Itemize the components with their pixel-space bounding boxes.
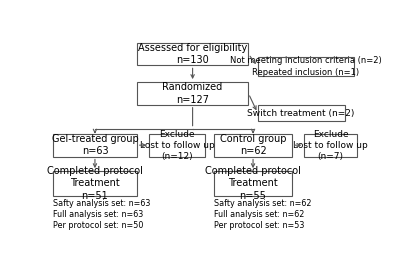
Text: Safty analysis set: n=62: Safty analysis set: n=62 [214, 199, 312, 208]
Text: Control group
n=62: Control group n=62 [220, 134, 286, 156]
Text: Per protocol set: n=50: Per protocol set: n=50 [53, 221, 144, 229]
FancyBboxPatch shape [137, 43, 248, 65]
Text: Exclude
Lost to follow up
(n=12): Exclude Lost to follow up (n=12) [140, 130, 214, 161]
FancyBboxPatch shape [214, 134, 292, 157]
FancyBboxPatch shape [258, 57, 354, 76]
Text: Assessed for eligibility
n=130: Assessed for eligibility n=130 [138, 43, 247, 65]
Text: Per protocol set: n=53: Per protocol set: n=53 [214, 221, 305, 229]
FancyBboxPatch shape [258, 105, 344, 121]
Text: Completed protocol
Treatment
n=51: Completed protocol Treatment n=51 [47, 166, 143, 201]
Text: Randomized
n=127: Randomized n=127 [162, 82, 223, 105]
Text: Not meeting inclusion criteria (n=2)
Repeated inclusion (n=1): Not meeting inclusion criteria (n=2) Rep… [230, 56, 382, 76]
FancyBboxPatch shape [53, 171, 137, 196]
Text: Full analysis set: n=62: Full analysis set: n=62 [214, 210, 305, 219]
Text: Full analysis set: n=63: Full analysis set: n=63 [53, 210, 143, 219]
FancyBboxPatch shape [304, 134, 357, 157]
Text: Completed protocol
Treatment
n=55: Completed protocol Treatment n=55 [205, 166, 301, 201]
FancyBboxPatch shape [149, 134, 205, 157]
Text: Gel-treated group
n=63: Gel-treated group n=63 [52, 134, 138, 156]
FancyBboxPatch shape [214, 171, 292, 196]
Text: Safty analysis set: n=63: Safty analysis set: n=63 [53, 199, 150, 208]
Text: Switch treatment (n=2): Switch treatment (n=2) [248, 109, 355, 118]
Text: Exclude
Lost to follow up
(n=7): Exclude Lost to follow up (n=7) [293, 130, 368, 161]
FancyBboxPatch shape [137, 82, 248, 105]
FancyBboxPatch shape [53, 134, 137, 157]
